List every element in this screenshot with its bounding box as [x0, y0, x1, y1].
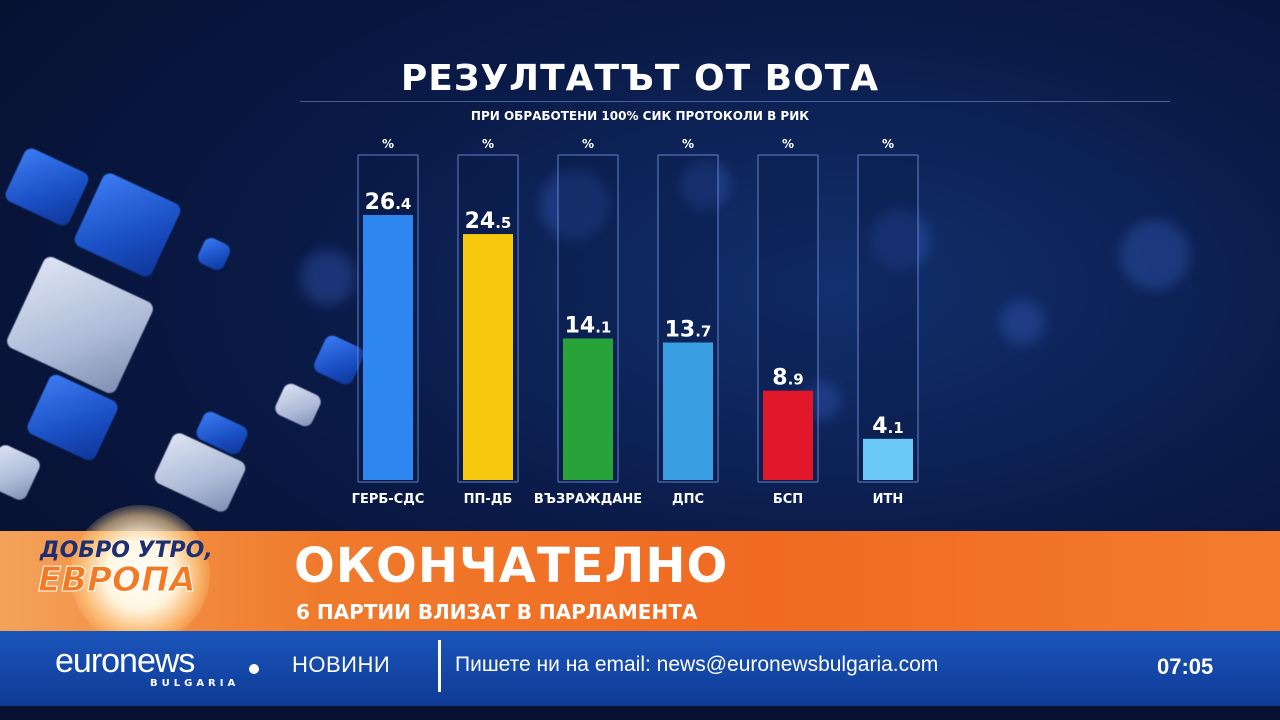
banner-glow	[70, 505, 210, 645]
bar	[863, 438, 913, 480]
headline-banner	[0, 531, 1280, 631]
title-divider	[300, 101, 1170, 102]
bokeh-light	[1120, 220, 1190, 290]
bar-track	[857, 154, 919, 483]
value-label: 8.9	[772, 366, 803, 391]
chart-title: РЕЗУЛТАТЪТ ОТ ВОТА	[400, 58, 880, 99]
value-label: 24.5	[465, 209, 512, 234]
bar	[663, 342, 713, 480]
bar	[763, 390, 813, 480]
clock: 07:05	[1157, 654, 1214, 679]
value-label: 14.1	[565, 313, 612, 338]
category-label: ВЪЗРАЖДАНЕ	[534, 492, 642, 507]
section-label: НОВИНИ	[292, 652, 391, 677]
bokeh-light	[300, 250, 355, 305]
bar	[463, 234, 513, 480]
euronews-logo: euronews	[55, 642, 195, 680]
bar	[563, 338, 613, 480]
unit-label: %	[782, 137, 794, 151]
value-label: 4.1	[872, 414, 903, 439]
logo-dot	[249, 664, 259, 674]
bottom-strip	[0, 706, 1280, 720]
ticker-text: Пишете ни на email: news@euronewsbulgari…	[455, 653, 939, 676]
unit-label: %	[382, 137, 394, 151]
bar	[363, 215, 413, 480]
category-label: ГЕРБ-СДС	[352, 492, 425, 507]
bokeh-light	[870, 210, 930, 270]
chart-subtitle: ПРИ ОБРАБОТЕНИ 100% СИК ПРОТОКОЛИ В РИК	[470, 109, 810, 123]
unit-label: %	[882, 137, 894, 151]
value-label: 26.4	[365, 190, 412, 215]
unit-label: %	[582, 137, 594, 151]
unit-label: %	[482, 137, 494, 151]
category-label: ИТН	[873, 492, 904, 507]
unit-label: %	[682, 137, 694, 151]
value-label: 13.7	[665, 317, 712, 342]
ticker-divider	[438, 640, 441, 692]
category-label: ПП-ДБ	[464, 492, 513, 507]
show-name-top: ДОБРО УТРО,	[40, 538, 213, 563]
bokeh-light	[680, 160, 730, 210]
headline: ОКОНЧАТЕЛНО	[294, 538, 729, 594]
show-name-bottom: ЕВРОПА	[38, 560, 197, 601]
category-label: ДПС	[672, 492, 704, 507]
bar-chart: % 26.4 ГЕРБ-СДС% 24.5 ПП-ДБ% 14.1 ВЪЗРАЖДАНЕ% 1…	[352, 137, 919, 507]
subheadline: 6 ПАРТИИ ВЛИЗАТ В ПАРЛАМЕНТА	[296, 600, 698, 624]
bokeh-light	[1000, 300, 1045, 345]
ticker-bar	[0, 631, 1280, 706]
logo-subtitle: BULGARIA	[150, 678, 240, 689]
category-label: БСП	[773, 492, 803, 507]
bokeh-light	[540, 170, 610, 240]
